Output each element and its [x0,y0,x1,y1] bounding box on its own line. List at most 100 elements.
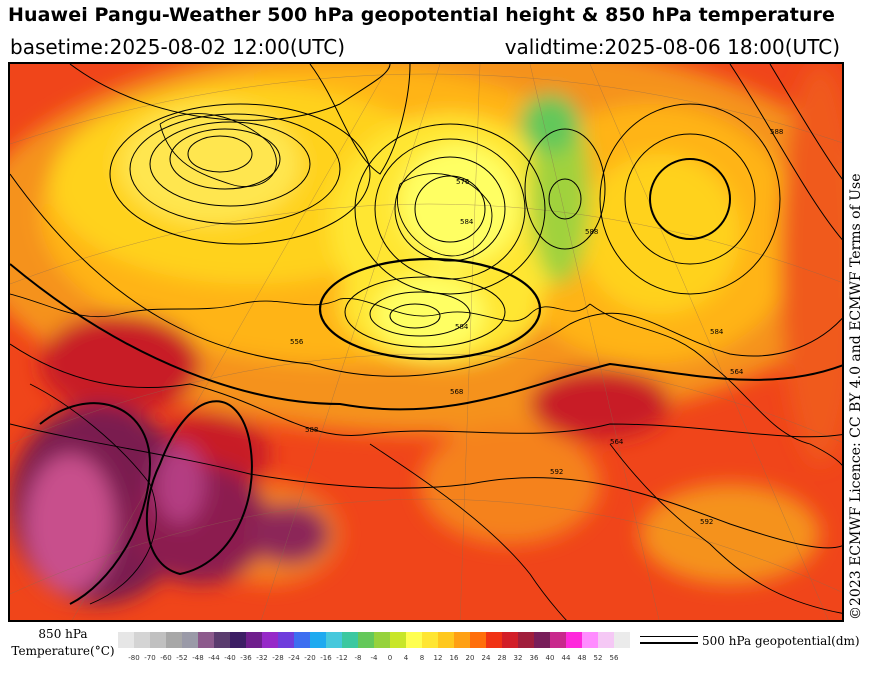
colorbar-tick-label: 24 [481,654,491,662]
colorbar-swatch [262,632,278,648]
colorbar-swatch [534,632,550,648]
colorbar-swatch [246,632,262,648]
map-canvas: 576 584 588 584 568 588 556 588 584 564 … [10,64,842,620]
contour-top-1 [69,64,391,121]
contour-sw-arc [39,402,152,605]
contour-high-3 [369,291,471,337]
colorbar-swatch [550,632,566,648]
contour-label-layer: 576 584 588 584 568 588 556 588 584 564 … [290,128,783,526]
colorbar-tick-label: 36 [529,654,539,662]
colorbar-swatch [166,632,182,648]
colorbar-tick-label: -20 [304,654,316,662]
colorbar-tick-label: -16 [320,654,332,662]
contour-ne-1 [729,64,842,241]
colorbar-tick-label: -36 [240,654,252,662]
contour-label: 588 [770,128,783,136]
colorbar-tick-label: -48 [192,654,204,662]
coast-east [609,443,842,614]
colorbar-swatch [230,632,246,648]
colorbar-swatch [342,632,358,648]
colorbar-ticks: -80 -70 -60 -52 -48 -44 -40 -36 -32 -28 -24 -20 -16-… [118,654,628,666]
coast-arctic [396,173,493,257]
colorbar-swatch [358,632,374,648]
contour-label: 568 [450,388,463,396]
graticule [10,64,842,620]
colorbar-swatch [406,632,422,648]
colorbar-tick-label: -4 [370,654,378,662]
contour-zonal-2 [10,343,842,438]
colorbar-swatch [214,632,230,648]
colorbar-swatch [566,632,582,648]
contour-g-1 [548,178,582,220]
colorbar-tick-label: -80 [128,654,140,662]
license-text: ©2023 ECMWF Licence: CC BY 4.0 and ECMWF… [848,173,864,621]
colorbar-swatch [486,632,502,648]
contour-label: 576 [456,178,470,186]
colorbar-swatch [118,632,134,648]
colorbar-swatch [198,632,214,648]
colorbar-tick-label: 20 [465,654,475,662]
colorbar-tick-label: 8 [419,654,425,662]
temp-field [10,64,842,604]
coast-greenland [159,113,277,188]
contour-label: 564 [730,368,744,376]
contour-zonal-3 [10,423,842,549]
contour-key-thin-line [640,636,698,637]
colorbar-swatch [150,632,166,648]
contour-high-4 [389,303,441,329]
contour-c-4 [354,123,546,295]
colorbar-tick-label: 52 [593,654,603,662]
basetime-label: basetime:2025-08-02 12:00(UTC) [10,35,346,59]
colorbar-swatch [294,632,310,648]
weather-map: 576 584 588 584 568 588 556 588 584 564 … [8,62,844,622]
contour-high-thick [318,257,542,361]
colorbar-swatch [134,632,150,648]
contour-label: 588 [305,426,318,434]
contour-e-1 [649,158,731,240]
contour-g-2 [524,128,606,250]
colorbar-tick-label: 4 [403,654,409,662]
contour-e-3 [599,103,781,295]
coast-west-4 [29,383,157,605]
colorbar-tick-label: -70 [144,654,156,662]
coastlines [10,113,842,620]
colorbar-tick-label: 40 [545,654,555,662]
colorbar-swatch [310,632,326,648]
coast-3 [589,303,842,466]
colorbar-swatch [502,632,518,648]
chart-title: Huawei Pangu-Weather 500 hPa geopotentia… [8,4,835,26]
colorbar-tick-label: -44 [208,654,220,662]
colorbar-tick-label: -40 [224,654,236,662]
legend-title: 850 hPa Temperature(°C) [8,626,118,660]
contour-nw-4 [169,128,281,190]
contour-key-label: 500 hPa geopotential(dm) [702,634,860,648]
colorbar-swatch [422,632,438,648]
colorbar-tick-label: -28 [272,654,284,662]
coast-1 [10,293,341,318]
contour-nw-5 [187,135,253,173]
colorbar-swatch [278,632,294,648]
colorbar-tick-label: 32 [513,654,523,662]
contour-key-lines [640,634,700,646]
colorbar-swatch [182,632,198,648]
temperature-colorbar [118,632,630,648]
contour-label: 592 [700,518,713,526]
colorbar-tick-label: 0 [387,654,393,662]
legend-title-line2: Temperature(°C) [11,644,115,658]
contour-nw-2 [129,113,341,225]
colorbar-swatch [470,632,486,648]
colorbar-swatch [390,632,406,648]
colorbar-tick-label: -52 [176,654,188,662]
colorbar-swatch [582,632,598,648]
colorbar-tick-label: 56 [609,654,619,662]
contour-zonal-1 [10,173,842,377]
colorbar-swatch [438,632,454,648]
colorbar-tick-label: -24 [288,654,300,662]
colorbar-tick-label: -32 [256,654,268,662]
colorbar-swatch [374,632,390,648]
contour-label: 584 [460,218,474,226]
colorbar-tick-label: 48 [577,654,587,662]
geopotential-contours [10,64,842,605]
contour-label: 588 [585,228,598,236]
contour-nw-3 [149,121,311,207]
